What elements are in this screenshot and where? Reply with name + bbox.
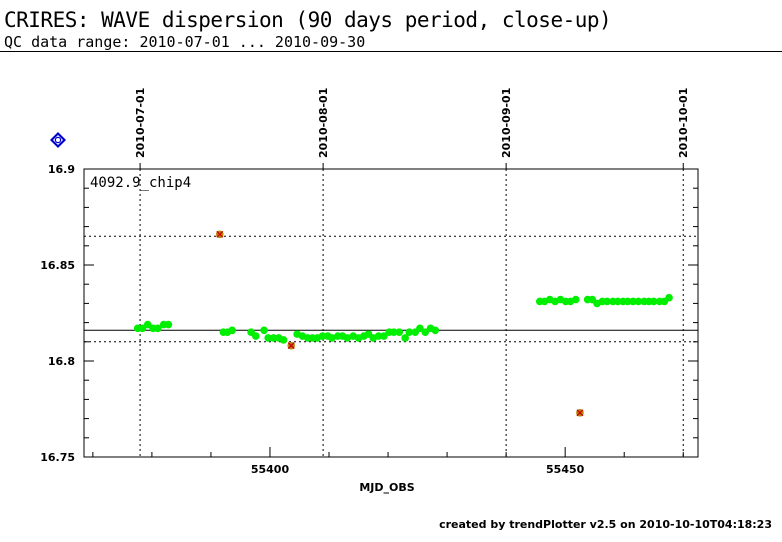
grid-lines — [139, 169, 684, 457]
plot-border — [83, 168, 699, 458]
data-point — [634, 297, 643, 306]
data-point — [571, 295, 580, 304]
outlier-cross — [287, 342, 295, 350]
data-point — [343, 334, 352, 342]
data-points — [133, 230, 673, 417]
data-point — [665, 293, 673, 302]
footer-prefix: created by — [439, 518, 510, 531]
header-divider — [0, 51, 782, 52]
chart-subtitle: QC data range: 2010-07-01 ... 2010-09-30 — [4, 33, 366, 51]
blue-diamond-icon — [50, 132, 66, 148]
data-point — [264, 334, 273, 342]
outlier-point — [215, 230, 224, 239]
panel-label: 4092.9_chip4 — [90, 175, 191, 191]
data-point — [431, 326, 440, 335]
data-point — [649, 297, 658, 306]
data-point — [374, 332, 383, 340]
axis-labels: 2010-07-01 2010-08-01 2010-09-01 2010-10-01… — [40, 88, 690, 494]
data-point — [153, 324, 162, 333]
date-tick-label: 2010-07-01 — [134, 88, 147, 158]
data-point — [603, 297, 611, 306]
outlier-point — [287, 341, 296, 350]
date-tick-label: 2010-10-01 — [677, 88, 690, 158]
y-tick-label: 16.85 — [40, 259, 75, 272]
data-point — [328, 334, 336, 342]
footer-credit: created by trendPlotter v2.5 on 2010-10-… — [439, 518, 772, 531]
outlier-cross — [576, 409, 584, 417]
reference-lines — [84, 235, 698, 343]
data-point — [252, 332, 260, 340]
data-point — [623, 297, 632, 306]
axis-ticks — [84, 163, 698, 458]
date-tick-label: 2010-09-01 — [500, 88, 513, 158]
data-point — [613, 297, 622, 306]
data-point — [138, 324, 147, 333]
y-tick-label: 16.9 — [48, 163, 75, 176]
data-point — [390, 328, 398, 337]
data-point — [260, 326, 268, 335]
data-point — [401, 334, 409, 342]
y-tick-label: 16.75 — [40, 451, 75, 464]
data-point — [395, 328, 404, 337]
outlier-cross — [216, 230, 224, 238]
x-tick-label: 55450 — [546, 463, 585, 476]
outlier-point — [576, 409, 584, 417]
data-point — [269, 334, 278, 342]
y-tick-label: 16.8 — [48, 355, 75, 368]
data-point — [279, 336, 288, 344]
footer-middle: on — [616, 518, 640, 531]
data-point — [143, 320, 152, 329]
data-point — [416, 324, 424, 333]
data-point — [164, 320, 173, 329]
data-point — [405, 328, 414, 337]
data-point — [318, 332, 327, 340]
x-tick-label: 55400 — [251, 463, 290, 476]
footer-tool: trendPlotter v2.5 — [509, 518, 617, 531]
data-point — [421, 328, 430, 337]
x-axis-label: MJD_OBS — [359, 481, 414, 494]
data-point — [629, 297, 637, 306]
data-point — [380, 332, 388, 340]
plot-frame — [83, 168, 699, 458]
data-point — [228, 326, 236, 335]
chart-title: CRIRES: WAVE dispersion (90 days period,… — [4, 8, 612, 32]
date-tick-label: 2010-08-01 — [317, 88, 330, 158]
footer-timestamp: 2010-10-10T04:18:23 — [639, 518, 772, 531]
